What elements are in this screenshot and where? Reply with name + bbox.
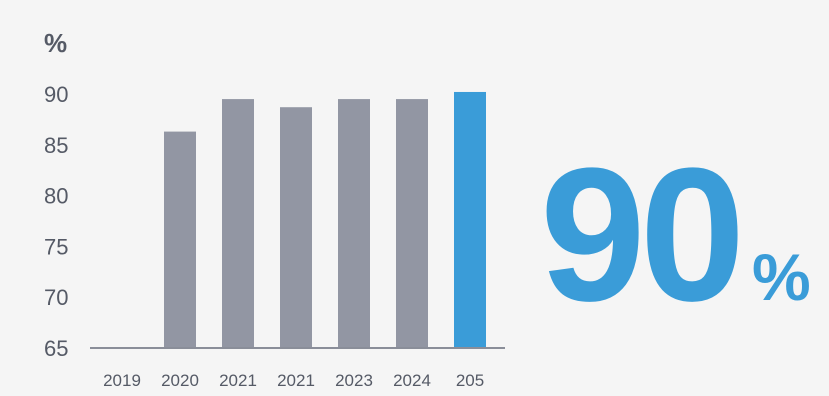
headline-unit: % [752, 240, 811, 314]
x-tick-label: 2019 [103, 371, 141, 390]
y-tick-label: 80 [44, 184, 68, 209]
bar [164, 131, 196, 348]
x-tick-label: 2021 [277, 371, 315, 390]
x-tick-label: 2023 [335, 371, 373, 390]
x-tick-label: 205 [456, 371, 484, 390]
bar [338, 99, 370, 348]
headline-value: 90 [540, 129, 739, 341]
y-axis-ticks: 65 70 75 80 85 90 [44, 82, 68, 361]
y-tick-label: 70 [44, 285, 68, 310]
bar [396, 99, 428, 348]
bar [222, 99, 254, 348]
y-tick-label: 85 [44, 133, 68, 158]
x-axis-ticks: 2019 2020 2021 2021 2023 2024 205 [103, 371, 484, 390]
bar [454, 91, 486, 348]
y-tick-label: 65 [44, 336, 68, 361]
y-tick-label: 75 [44, 234, 68, 259]
x-tick-label: 2024 [393, 371, 431, 390]
bar [280, 107, 312, 348]
x-tick-label: 2020 [161, 371, 199, 390]
bars [164, 91, 486, 348]
y-tick-label: 90 [44, 82, 68, 107]
x-tick-label: 2021 [219, 371, 257, 390]
y-axis-unit-label: % [44, 28, 67, 58]
